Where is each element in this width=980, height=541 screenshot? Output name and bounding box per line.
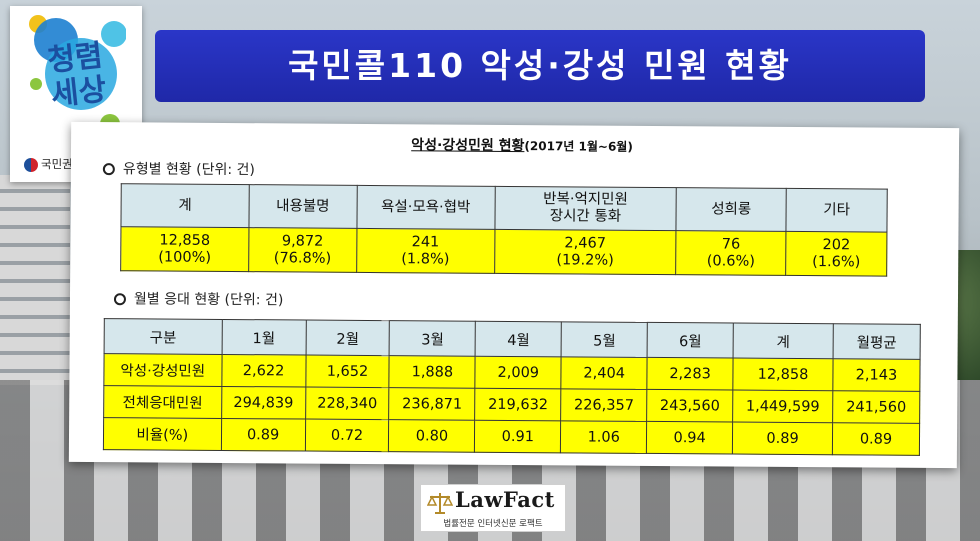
monthly-header-cell: 계	[733, 323, 834, 359]
type-value-cell: 9,872 (76.8%)	[248, 227, 357, 273]
value-cell: 0.89	[732, 422, 833, 455]
lawfact-watermark: LawFact 법률전문 인터넷신문 로팩트	[420, 484, 566, 532]
value-cell: 228,340	[305, 387, 390, 420]
lawfact-tagline: 법률전문 인터넷신문 로팩트	[443, 519, 543, 529]
table-row: 비율(%) 0.89 0.72 0.80 0.91 1.06 0.94 0.89…	[103, 417, 920, 456]
value-cell: 236,871	[389, 387, 476, 421]
document-title-text: 악성·강성민원 현황	[411, 137, 525, 155]
value-cell: 1,449,599	[732, 390, 833, 423]
monthly-header-cell: 월평균	[833, 323, 921, 360]
type-value-cell: 2,467 (19.2%)	[494, 229, 677, 275]
value-cell: 241,560	[832, 390, 920, 424]
value-cell: 0.89	[832, 422, 920, 456]
value-cell: 0.94	[646, 421, 733, 455]
bullet-circle-icon	[113, 293, 127, 306]
lawfact-brand: LawFact	[455, 487, 555, 512]
monthly-table-header-row: 구분 1월 2월 3월 4월 5월 6월 계 월평균	[104, 318, 921, 360]
type-table-value-row: 12,858 (100%) 9,872 (76.8%) 241 (1.8%) 2,46…	[120, 226, 887, 277]
type-header-cell: 반복·억지민원 장시간 통화	[494, 186, 677, 231]
value-cell: 226,357	[560, 388, 648, 422]
logo-title: 청렴 세상	[29, 37, 126, 114]
monthly-header-cell: 6월	[647, 322, 734, 359]
value-cell: 1,888	[389, 355, 476, 389]
type-value-cell: 202 (1.6%)	[785, 231, 887, 277]
monthly-header-cell: 구분	[104, 318, 222, 355]
value-cell: 2,622	[221, 354, 306, 388]
type-header-cell: 기타	[786, 188, 888, 233]
value-cell: 1.06	[560, 420, 647, 454]
value-cell: 0.89	[221, 418, 306, 452]
section-type-label-text: 유형별 현황 (단위: 건)	[122, 161, 255, 179]
monthly-table: 구분 1월 2월 3월 4월 5월 6월 계 월평균 악성·강성민원 2,622…	[103, 318, 921, 456]
background-tower	[0, 175, 70, 385]
value-cell: 243,560	[646, 389, 733, 423]
value-cell: 0.91	[474, 420, 561, 453]
value-cell: 2,404	[561, 356, 648, 390]
row-label-cell: 전체응대민원	[103, 385, 222, 419]
type-header-cell: 욕설·모욕·협박	[356, 185, 495, 230]
type-value-cell: 241 (1.8%)	[356, 228, 495, 274]
monthly-header-cell: 3월	[389, 320, 476, 357]
type-table: 계 내용불명 욕설·모욕·협박 반복·억지민원 장시간 통화 성희롱 기타 12,…	[120, 183, 888, 277]
type-header-cell: 내용불명	[248, 184, 357, 229]
value-cell: 294,839	[221, 386, 306, 420]
monthly-header-cell: 1월	[221, 319, 306, 356]
type-header-cell: 성희롱	[676, 187, 787, 232]
title-banner: 국민콜110 악성·강성 민원 현황	[155, 30, 925, 102]
monthly-header-cell: 4월	[475, 321, 562, 357]
document-title: 악성·강성민원 현황(2017년 1월~6월)	[357, 134, 687, 156]
section-type-label: 유형별 현황 (단위: 건)	[102, 158, 255, 179]
type-table-header-row: 계 내용불명 욕설·모욕·협박 반복·억지민원 장시간 통화 성희롱 기타	[120, 183, 888, 233]
document-sheet: 악성·강성민원 현황(2017년 1월~6월) 유형별 현황 (단위: 건) 계…	[68, 121, 960, 469]
value-cell: 2,283	[647, 357, 734, 391]
type-header-cell: 계	[120, 183, 250, 228]
bullet-circle-icon	[102, 163, 115, 176]
value-cell: 1,652	[305, 355, 390, 388]
value-cell: 2,009	[475, 356, 562, 389]
section-monthly-label: 월별 응대 현황 (단위: 건)	[113, 288, 284, 309]
page-title: 국민콜110 악성·강성 민원 현황	[288, 46, 792, 85]
row-label-cell: 악성·강성민원	[103, 353, 222, 387]
monthly-header-cell: 2월	[305, 320, 390, 356]
row-label-cell: 비율(%)	[103, 417, 222, 451]
section-monthly-label-text: 월별 응대 현황 (단위: 건)	[133, 291, 284, 309]
type-value-cell: 12,858 (100%)	[120, 226, 249, 272]
monthly-header-cell: 5월	[561, 321, 648, 358]
logo-art	[29, 15, 126, 134]
document-title-period: (2017년 1월~6월)	[524, 139, 633, 154]
government-emblem-icon	[24, 157, 38, 172]
value-cell: 0.80	[388, 419, 476, 453]
value-cell: 219,632	[475, 388, 562, 421]
scales-of-justice-icon	[427, 493, 453, 514]
value-cell: 12,858	[732, 358, 834, 391]
value-cell: 0.72	[304, 419, 390, 452]
type-value-cell: 76 (0.6%)	[675, 230, 787, 276]
value-cell: 2,143	[832, 358, 921, 392]
